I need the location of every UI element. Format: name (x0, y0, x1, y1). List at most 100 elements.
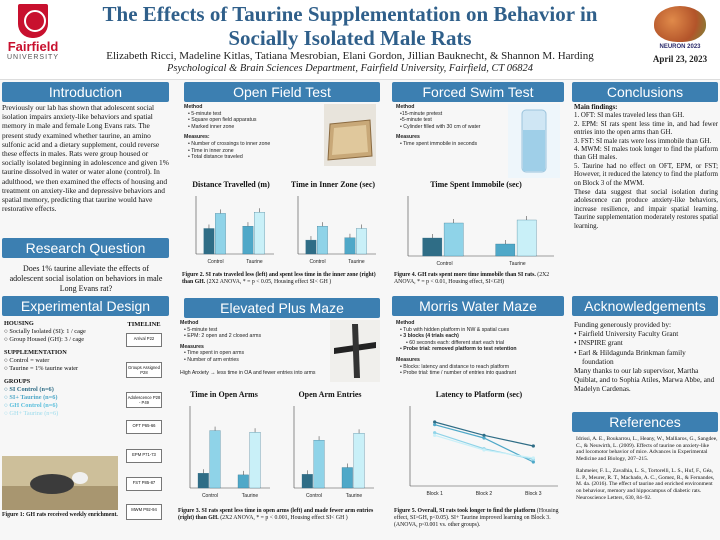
finding-item: 5. Taurine had no effect on OFT, EPM, or… (574, 162, 718, 187)
epm-photo (330, 320, 380, 382)
housing-title: HOUSING (4, 320, 34, 327)
method-item: •5-minute test (400, 117, 432, 124)
bar (353, 433, 365, 489)
supp-item: ○ Taurine = 1% taurine water (4, 365, 79, 372)
supp-item: ○ Control = water (4, 357, 50, 364)
epm-chart1-title: Time in Open Arms (190, 390, 258, 399)
conclusions-text: Main findings: 1. OFT: SI males traveled… (574, 104, 718, 231)
experimental-design-heading: Experimental Design (2, 296, 169, 316)
method-item: • Marked inner zone (188, 123, 235, 130)
fst-immobile-chart: Control Taurine (407, 196, 554, 267)
timeline-step: EPM P71-73 (126, 449, 162, 463)
epm-heading: Elevated Plus Maze (184, 298, 380, 318)
conference-name: NEURON 2023 (659, 44, 701, 50)
bar (215, 213, 226, 255)
x-tick-label: Control (436, 261, 452, 267)
bar (495, 243, 516, 257)
method-item: •15-minute pretest (400, 110, 443, 117)
bar (443, 222, 464, 257)
oft-distance-chart: Control Taurine (195, 196, 274, 265)
oft-inner-zone-chart: Control Taurine (297, 196, 376, 265)
bar (305, 239, 317, 255)
x-tick-label: Block 2 (476, 491, 493, 497)
x-tick-label: Taurine (348, 259, 365, 265)
bar (209, 430, 221, 489)
x-tick-label: Taurine (346, 493, 363, 499)
method-item: • EPM: 2 open and 2 closed arms (184, 333, 262, 340)
bar (422, 237, 443, 257)
group-item: ○ GH Control (n=6) (4, 402, 58, 409)
acknowledgements-text: Funding generously provided by: • Fairfi… (574, 320, 718, 394)
data-point (531, 444, 535, 448)
data-point (433, 431, 437, 435)
mwm-method: Method • Tub with hidden platform in NW … (396, 320, 562, 377)
oft-chart2-title: Time in Inner Zone (sec) (290, 180, 376, 189)
oft-chart1-title: Distance Travelled (m) (192, 180, 270, 189)
method-item: • 5-minute test (188, 110, 222, 117)
research-question-heading: Research Question (2, 238, 169, 258)
open-field-photo (324, 104, 376, 166)
references-text: Idrissi, A. E., Boukarrou, L., Heany, W.… (576, 436, 718, 503)
mwm-chart-title: Latency to Platform (sec) (435, 390, 523, 399)
method-item: • Square open field apparatus (188, 117, 257, 124)
poster-date: April 23, 2023 (652, 54, 708, 64)
x-tick-label: Taurine (509, 261, 526, 267)
department: Psychological & Brain Sciences Departmen… (166, 63, 534, 74)
fst-chart-title: Time Spent Immobile (sec) (430, 180, 522, 189)
x-tick-label: Control (306, 493, 322, 499)
method-item: • Probe trial: removed platform to test … (400, 346, 517, 353)
data-point (433, 420, 437, 424)
university-logo: Fairfield UNIVERSITY (4, 4, 62, 72)
housing-item: ○ Group Housed (GH): 3 / cage (4, 336, 85, 343)
x-tick-label: Control (202, 493, 218, 499)
design-details: HOUSING ○ Socially Isolated (SI): 1 / ca… (4, 320, 119, 418)
acknowledgements-heading: Acknowledgements (572, 296, 718, 316)
x-tick-label: Control (207, 259, 223, 265)
timeline-step: Adolescence P28 - P49 (126, 392, 162, 408)
finding-item: 1. OFT: SI males traveled less than GH. (574, 112, 685, 120)
timeline-step: OFT P65-66 (126, 420, 162, 434)
bar (301, 474, 313, 489)
groups-title: GROUPS (4, 378, 31, 385)
timeline-step: Groups Assigned P28 (126, 362, 162, 378)
data-point (433, 433, 437, 437)
data-point (531, 456, 535, 460)
conclusions-heading: Conclusions (572, 82, 718, 102)
finding-item: 4. MWM: SI males took longer to find the… (574, 146, 718, 162)
bar (516, 219, 537, 257)
bar (237, 474, 249, 489)
main-findings-title: Main findings: (574, 104, 618, 111)
bar (203, 228, 215, 255)
ack-thanks: Many thanks to our lab supervisor, Marth… (574, 366, 715, 394)
poster-header: Fairfield UNIVERSITY The Effects of Taur… (0, 0, 720, 80)
timeline-title: TIMELINE (127, 321, 161, 328)
figure3-caption: Figure 3. SI rats spent less time in ope… (178, 508, 374, 521)
x-tick-label: Block 3 (525, 491, 542, 497)
data-point (433, 423, 437, 427)
references-heading: References (572, 412, 718, 432)
timeline-step: MWM P92-94 (126, 504, 162, 520)
epm-open-arms-chart: Control Taurine (189, 406, 270, 499)
group-item: ○ SI+ Taurine (n=6) (4, 394, 58, 401)
measure-item: • Time spent immobile in seconds (400, 140, 478, 147)
bar (344, 237, 356, 255)
x-tick-label: Block 1 (426, 491, 443, 497)
data-point (482, 433, 486, 437)
data-point (482, 436, 486, 440)
figure5-caption: Figure 5. Overall, SI rats took longer t… (394, 508, 559, 528)
authors: Elizabeth Ricci, Madeline Kitlas, Tatian… (106, 50, 594, 62)
forced-swim-heading: Forced Swim Test (392, 82, 564, 102)
shield-icon (18, 4, 48, 38)
epm-method: Method • 5-minute test • EPM: 2 open and… (180, 320, 330, 376)
figure4-caption: Figure 4. GH rats spent more time immobi… (394, 272, 550, 285)
reference-item: Rahmeier, F. L., Zavalhia, L. S., Tortor… (576, 467, 715, 501)
mwm-latency-chart: Block 1 Block 2 Block 3 (409, 406, 558, 497)
research-question-text: Does 1% taurine alleviate the effects of… (9, 264, 163, 293)
measure-item: • Probe trial: time / number of entries … (400, 370, 517, 377)
open-field-method: Method • 5-minute test • Square open fie… (184, 104, 318, 161)
ack-item: • Earl & Hildagunda Brinkman family foun… (574, 347, 686, 366)
introduction-text: Previously our lab has shown that adoles… (2, 103, 169, 214)
measure-item: • Time in inner zone (188, 147, 234, 154)
measure-item: • Number of crossings to inner zone (188, 140, 271, 147)
data-point (531, 460, 535, 464)
